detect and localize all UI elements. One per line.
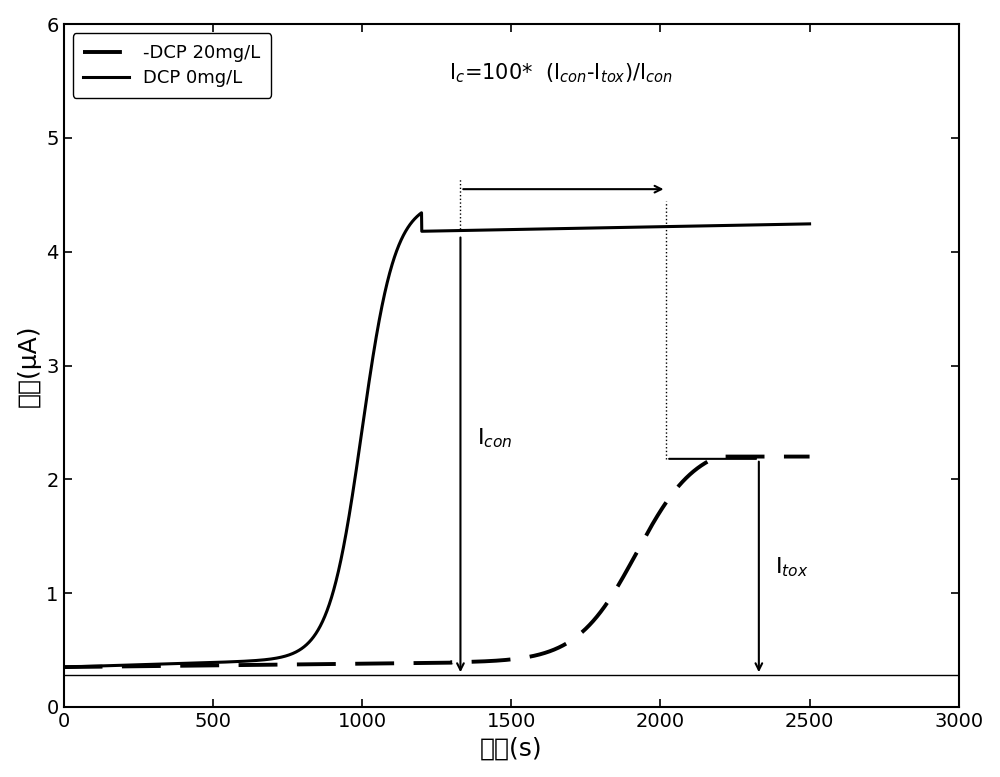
Text: I$_{tox}$: I$_{tox}$	[775, 555, 809, 579]
Y-axis label: 电流(μA): 电流(μA)	[17, 324, 41, 407]
Legend: -DCP 20mg/L, DCP 0mg/L: -DCP 20mg/L, DCP 0mg/L	[73, 33, 271, 98]
Text: I$_c$=100*  (I$_{con}$-I$_{tox}$)/I$_{con}$: I$_c$=100* (I$_{con}$-I$_{tox}$)/I$_{con…	[449, 61, 673, 85]
Text: I$_{con}$: I$_{con}$	[477, 426, 512, 450]
X-axis label: 时间(s): 时间(s)	[480, 737, 542, 761]
